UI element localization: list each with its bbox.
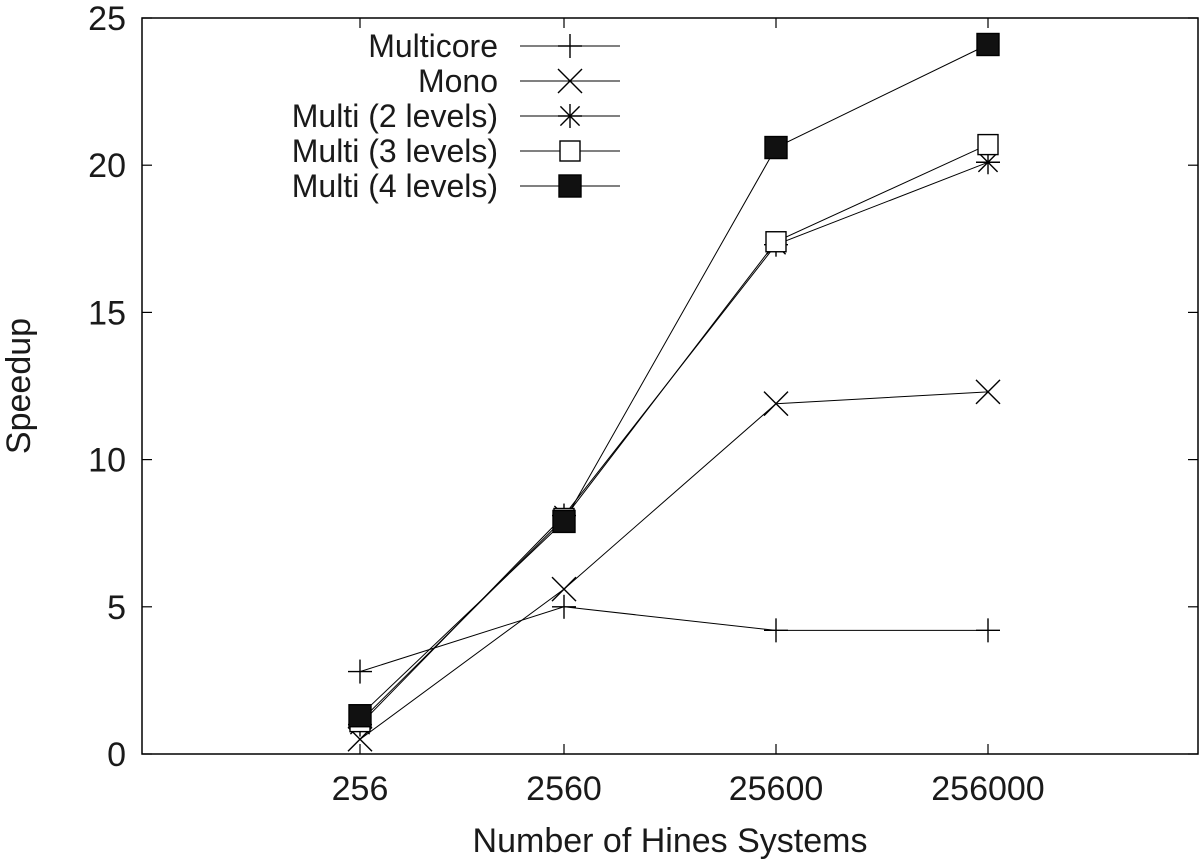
series-lines [359, 44, 989, 740]
y-tick-label: 20 [88, 147, 126, 185]
x-axis: 256 2560 25600 256000 [332, 18, 1045, 808]
y-tick-label: 5 [107, 589, 126, 627]
series-markers [347, 32, 1001, 752]
series-line-0 [359, 606, 988, 673]
data-point-1-1 [551, 576, 577, 602]
x-tick-label: 2560 [526, 770, 602, 808]
legend-marker-0 [558, 34, 582, 58]
data-point-0-1 [552, 594, 576, 619]
legend-marker-1 [557, 68, 583, 94]
legend-marker-2 [558, 104, 582, 128]
legend-marker-3 [559, 140, 581, 162]
data-point-4-3 [976, 32, 1000, 57]
x-axis-title: Number of Hines Systems [473, 822, 868, 860]
x-tick-label: 256 [332, 770, 389, 808]
data-point-0-2 [764, 618, 788, 643]
y-tick-label: 10 [88, 442, 126, 480]
data-point-4-0 [348, 704, 372, 728]
legend-marker-4 [558, 174, 582, 198]
data-point-3-2 [765, 231, 787, 253]
legend-label: Multicore [368, 28, 498, 64]
data-point-1-3 [975, 379, 1001, 405]
x-tick-label: 25600 [729, 770, 824, 808]
series-line-2 [359, 161, 989, 725]
series-line-3 [359, 144, 989, 722]
data-point-0-0 [348, 659, 372, 684]
legend-label: Multi (3 levels) [292, 133, 498, 169]
data-point-4-1 [552, 509, 576, 534]
data-point-1-2 [763, 391, 789, 417]
y-tick-label: 0 [107, 736, 126, 774]
y-axis: 0 5 10 15 20 25 [88, 0, 1198, 774]
legend-label: Multi (4 levels) [292, 168, 498, 204]
y-tick-label: 25 [88, 0, 126, 38]
data-point-4-2 [764, 135, 788, 160]
x-tick-label: 256000 [931, 770, 1044, 808]
data-point-0-3 [976, 618, 1000, 643]
legend-label: Multi (2 levels) [292, 98, 498, 134]
legend-label: Mono [418, 63, 498, 99]
data-point-3-3 [977, 133, 999, 156]
y-axis-title: Speedup [0, 318, 38, 454]
series-line-4 [359, 44, 989, 717]
series-line-1 [359, 391, 989, 740]
y-tick-label: 15 [88, 294, 126, 332]
data-point-2-3 [976, 150, 1000, 175]
plot-frame [141, 17, 1199, 755]
